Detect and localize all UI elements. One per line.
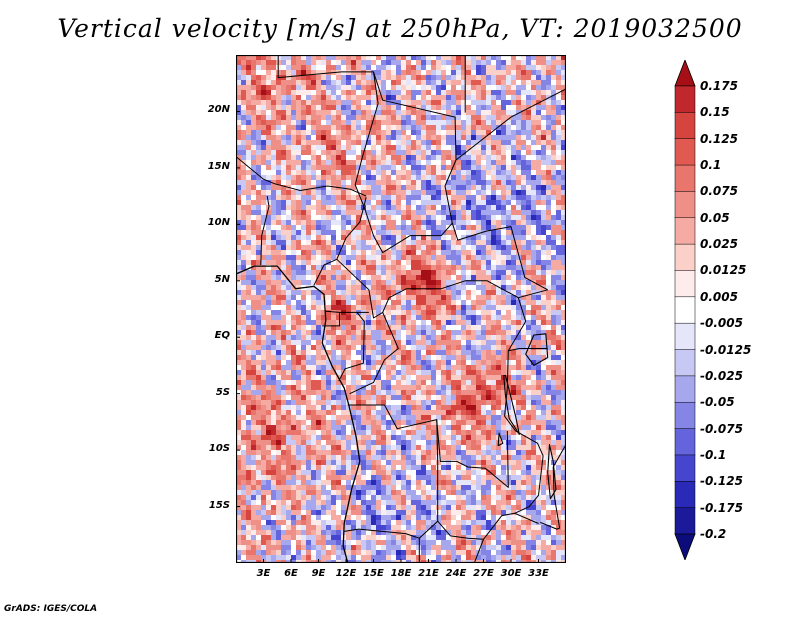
- colorbar-max-arrow: [674, 60, 696, 87]
- lon-tick-label: 33E: [528, 568, 549, 579]
- lon-tick-label: 30E: [500, 568, 522, 579]
- lat-tick-label: EQ: [214, 330, 230, 342]
- lon-tick-label: 24E: [445, 568, 467, 579]
- colorbar-segment: [674, 481, 696, 509]
- country-borders: [236, 55, 566, 563]
- lon-tick-label: 18E: [390, 568, 412, 579]
- colorbar-label: -0.005: [700, 316, 743, 331]
- colorbar-label: 0.125: [700, 131, 738, 146]
- lon-tick-label: 27E: [473, 568, 494, 579]
- lon-tick-label: 21E: [418, 568, 439, 579]
- colorbar-segment: [674, 454, 696, 482]
- chart-title: Vertical velocity [m/s] at 250hPa, VT: 2…: [57, 14, 743, 43]
- colorbar-segment: [674, 349, 696, 377]
- lat-tick-label: 5N: [214, 273, 230, 285]
- field-cells: [236, 55, 566, 563]
- colorbar-segment: [674, 164, 696, 192]
- colorbar-segment: [674, 322, 696, 351]
- colorbar-label: -0.125: [700, 474, 743, 489]
- colorbar-segment: [674, 217, 696, 245]
- colorbar-segment: [674, 428, 696, 456]
- colorbar-label: -0.0125: [700, 342, 752, 357]
- colorbar-segment: [674, 243, 696, 272]
- colorbar-label: 0.005: [700, 289, 738, 304]
- colorbar-label: -0.175: [700, 500, 743, 515]
- colorbar-label: -0.2: [700, 527, 727, 541]
- colorbar: [674, 60, 696, 560]
- lat-tick-label: 15N: [207, 160, 230, 172]
- lat-tick-label: 20N: [207, 104, 230, 116]
- colorbar-segment: [674, 191, 696, 219]
- lon-tick-label: 15E: [363, 568, 384, 579]
- lon-tick-label: 9E: [311, 568, 326, 579]
- colorbar-min-arrow: [674, 533, 696, 560]
- colorbar-label: 0.175: [700, 79, 738, 93]
- lon-tick-label: 12E: [335, 568, 357, 579]
- colorbar-label: -0.025: [700, 368, 743, 383]
- colorbar-segment: [674, 401, 696, 430]
- colorbar-label: 0.15: [700, 105, 730, 120]
- vertical-velocity-map: [236, 55, 566, 563]
- lon-tick-label: 6E: [284, 568, 298, 579]
- lat-tick-label: 10S: [208, 443, 230, 455]
- colorbar-label: 0.05: [700, 210, 730, 225]
- colorbar-label: 0.025: [700, 237, 738, 252]
- colorbar-label: -0.075: [700, 421, 743, 436]
- colorbar-segment: [674, 507, 696, 535]
- colorbar-segment: [674, 112, 696, 140]
- colorbar-segment: [674, 138, 696, 166]
- colorbar-segment: [674, 85, 696, 113]
- colorbar-label: 0.075: [700, 184, 738, 199]
- lat-tick-label: 10N: [207, 217, 230, 229]
- colorbar-label: -0.1: [700, 447, 727, 462]
- colorbar-segment: [674, 270, 696, 298]
- lat-tick-label: 15S: [208, 499, 230, 511]
- map-plot-area: [236, 55, 566, 563]
- colorbar-label: 0.0125: [700, 263, 747, 278]
- colorbar-segment: [674, 375, 696, 403]
- lon-tick-label: 3E: [256, 568, 271, 579]
- lat-tick-label: 5S: [215, 386, 230, 398]
- colorbar-segment: [674, 296, 696, 324]
- software-credit: GrADS: IGES/COLA: [4, 604, 98, 614]
- colorbar-label: -0.05: [700, 395, 735, 410]
- colorbar-label: 0.1: [700, 158, 722, 173]
